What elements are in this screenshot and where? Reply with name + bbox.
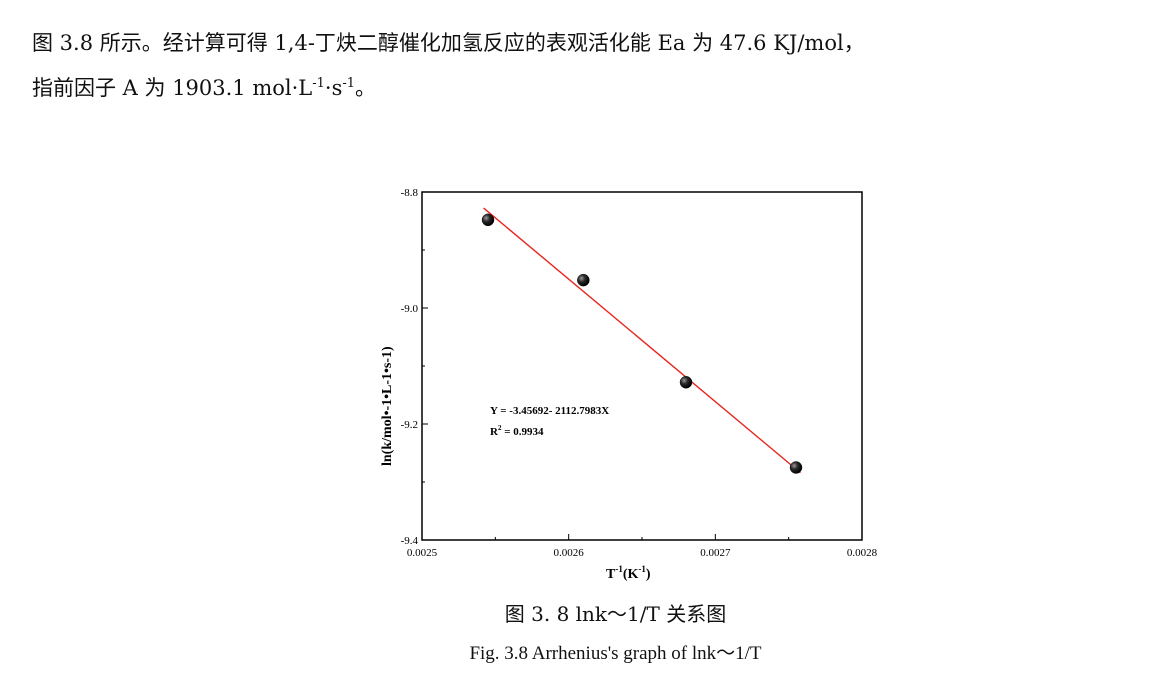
- data-point: [577, 273, 590, 287]
- line2-sup-1: -1: [312, 76, 325, 91]
- x-tick-label: 0.0025: [407, 547, 438, 559]
- arrhenius-chart: -8.8-9.0-9.2-9.4 0.0025 0.0026 0.0027 0.002…: [380, 187, 878, 582]
- xlabel-base: T: [606, 567, 616, 582]
- x-ticks: 0.0025 0.0026 0.0027 0.0028: [407, 534, 878, 559]
- data-point: [679, 375, 693, 389]
- line2-prefix: 指前因子 A 为 1903.1 mol·L: [32, 76, 313, 100]
- xlabel-sup: -1: [615, 564, 623, 574]
- x-tick-label: 0.0026: [554, 547, 585, 559]
- fit-line: [483, 207, 801, 474]
- xlabel-sup2: -1: [638, 564, 646, 574]
- xlabel-end: ): [646, 567, 651, 582]
- figure-caption-zh: 图 3. 8 lnk～1/T 关系图: [504, 602, 727, 626]
- x-tick-label: 0.0027: [700, 547, 731, 559]
- y-ticks: -8.8 -9.0 -9.2 -9.4: [401, 187, 428, 547]
- r2-sup: 2: [498, 424, 502, 432]
- y-axis-label: ln(k/mol•-1•L-1•s-1): [380, 346, 395, 466]
- r2-text: R2 = 0.9934: [490, 424, 544, 438]
- figure-caption-en: Fig. 3.8 Arrhenius's graph of lnk～1/T: [469, 643, 762, 664]
- r2-value: = 0.9934: [501, 426, 544, 438]
- xlabel-rest: (K: [623, 567, 639, 582]
- x-tick-label: 0.0028: [847, 547, 878, 559]
- paragraph-line-2: 指前因子 A 为 1903.1 mol·L-1·s-1。: [32, 75, 1172, 101]
- r2-prefix: R: [490, 426, 499, 438]
- y-tick-label: -9.4: [401, 535, 419, 547]
- equation-text: Y = -3.45692- 2112.7983X: [490, 405, 609, 417]
- data-points: [481, 213, 803, 474]
- y-tick-label: -9.2: [401, 419, 418, 431]
- line2-sup-2: -1: [342, 76, 356, 91]
- y-tick-label: -9.0: [401, 303, 419, 315]
- data-point: [789, 461, 803, 474]
- paragraph-line-1: 图 3.8 所示。经计算可得 1,4-丁炔二醇催化加氢反应的表观活化能 Ea 为…: [32, 31, 865, 55]
- data-point: [481, 213, 495, 227]
- line2-mid: ·s: [324, 76, 343, 100]
- line2-suffix: 。: [355, 76, 377, 100]
- x-axis-label: T-1(K-1): [606, 564, 651, 582]
- y-tick-label: -8.8: [401, 187, 419, 199]
- plot-frame: [421, 191, 863, 541]
